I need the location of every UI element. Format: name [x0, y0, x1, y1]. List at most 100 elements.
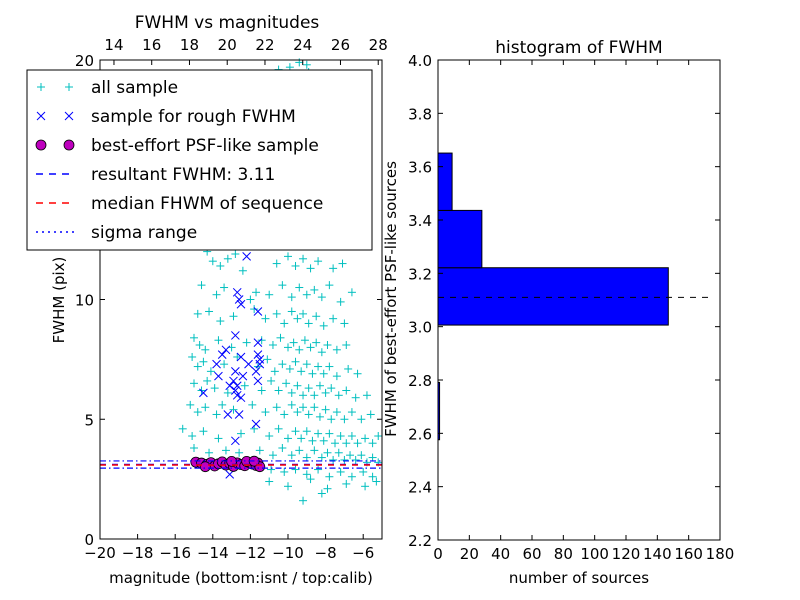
all-sample-point: [190, 333, 198, 342]
histogram-bar: [437, 209, 483, 269]
all-sample-point: [287, 388, 296, 397]
all-sample-point: [238, 266, 247, 275]
x-tick-label: −18: [122, 544, 154, 562]
all-sample-point: [297, 434, 306, 443]
all-sample-point: [302, 290, 311, 299]
all-sample-point: [299, 496, 308, 505]
all-sample-point: [246, 295, 255, 304]
all-sample-point: [299, 403, 308, 412]
all-sample-point: [342, 341, 351, 350]
all-sample-point: [310, 446, 319, 455]
all-sample-point: [221, 446, 230, 455]
all-sample-point: [325, 281, 334, 290]
all-sample-point: [361, 482, 370, 491]
all-sample-point: [304, 319, 313, 328]
x-tick-label: 0: [433, 545, 443, 563]
rough-fwhm-point: [231, 436, 240, 446]
all-sample-point: [362, 391, 371, 400]
rough-fwhm-point: [242, 252, 251, 261]
all-sample-point: [293, 381, 302, 390]
all-sample-point: [223, 254, 232, 263]
all-sample-point: [344, 364, 353, 373]
all-sample-point: [190, 379, 198, 388]
all-sample-point: [308, 436, 317, 445]
all-sample-point: [306, 264, 315, 273]
all-sample-point: [299, 254, 308, 263]
all-sample-point: [272, 259, 281, 268]
all-sample-point: [302, 360, 311, 369]
all-sample-point: [334, 391, 343, 400]
rough-fwhm-point: [253, 376, 263, 386]
scatter-points: [178, 58, 383, 505]
all-sample-point: [274, 424, 283, 433]
all-sample-point: [212, 290, 221, 299]
all-sample-point: [199, 427, 208, 436]
rough-fwhm-point: [212, 359, 221, 369]
y-tick-label: 2.8: [408, 372, 432, 390]
legend-label: median FHWM of sequence: [91, 194, 323, 214]
all-sample-point: [293, 408, 302, 417]
all-sample-point: [214, 434, 223, 443]
all-sample-point: [347, 288, 356, 297]
all-sample-point: [361, 434, 370, 443]
all-sample-point: [312, 338, 321, 347]
all-sample-point: [261, 314, 270, 323]
all-sample-point: [201, 345, 210, 354]
y-tick-label: 2.2: [408, 532, 432, 550]
all-sample-point: [347, 408, 356, 417]
all-sample-point: [351, 455, 360, 464]
rough-fwhm-point: [251, 419, 261, 429]
all-sample-point: [193, 408, 202, 417]
all-sample-point: [295, 345, 304, 354]
all-sample-point: [323, 484, 332, 493]
rough-fwhm-point: [244, 359, 253, 369]
all-sample-point: [357, 415, 366, 424]
x-tick-label: −8: [315, 544, 337, 562]
all-sample-point: [368, 439, 377, 448]
all-sample-point: [329, 314, 338, 323]
histogram-plot-frame: [437, 59, 721, 541]
all-sample-point: [248, 400, 257, 409]
all-sample-point: [233, 352, 242, 361]
rough-fwhm-point: [253, 307, 263, 316]
legend-item: best-effort PSF-like sample: [35, 136, 319, 156]
x-tick-label: −10: [272, 544, 304, 562]
all-sample-point: [267, 376, 276, 385]
x-tick-label: −12: [235, 544, 267, 562]
all-sample-point: [265, 290, 274, 299]
all-sample-point: [188, 432, 197, 441]
all-sample-point: [323, 448, 332, 457]
x-tick-label: −16: [159, 544, 191, 562]
histogram-title: histogram of FWHM: [495, 38, 662, 58]
all-sample-point: [268, 451, 277, 460]
all-sample-point: [325, 429, 334, 438]
all-sample-point: [287, 451, 296, 460]
x-tick-label: 160: [674, 545, 703, 563]
all-sample-point: [229, 312, 238, 321]
rough-fwhm-point: [236, 299, 246, 309]
all-sample-point: [250, 305, 259, 314]
all-sample-point: [338, 259, 347, 268]
all-sample-point: [329, 264, 338, 273]
rough-fwhm-point: [231, 386, 240, 395]
y-tick-label: 4.0: [408, 52, 432, 70]
all-sample-point: [284, 252, 292, 261]
all-sample-point: [293, 314, 302, 323]
all-sample-point: [216, 317, 225, 326]
all-sample-point: [291, 465, 300, 474]
legend-marker-icon: [65, 83, 73, 91]
y-tick-label: 0: [84, 531, 94, 549]
all-sample-point: [368, 472, 377, 481]
all-sample-point: [334, 448, 343, 457]
all-sample-point: [291, 357, 300, 366]
all-sample-point: [359, 467, 368, 476]
all-sample-point: [206, 367, 215, 376]
x-tick-label: 80: [554, 545, 573, 563]
y-tick-label: 3.8: [408, 105, 432, 123]
legend-label: sigma range: [91, 223, 197, 243]
x-tick-label: −20: [84, 544, 116, 562]
all-sample-point: [284, 434, 292, 443]
all-sample-point: [351, 393, 360, 402]
legend-item: sample for rough FWHM: [36, 107, 296, 127]
top-x-tick-label: 14: [104, 36, 123, 54]
